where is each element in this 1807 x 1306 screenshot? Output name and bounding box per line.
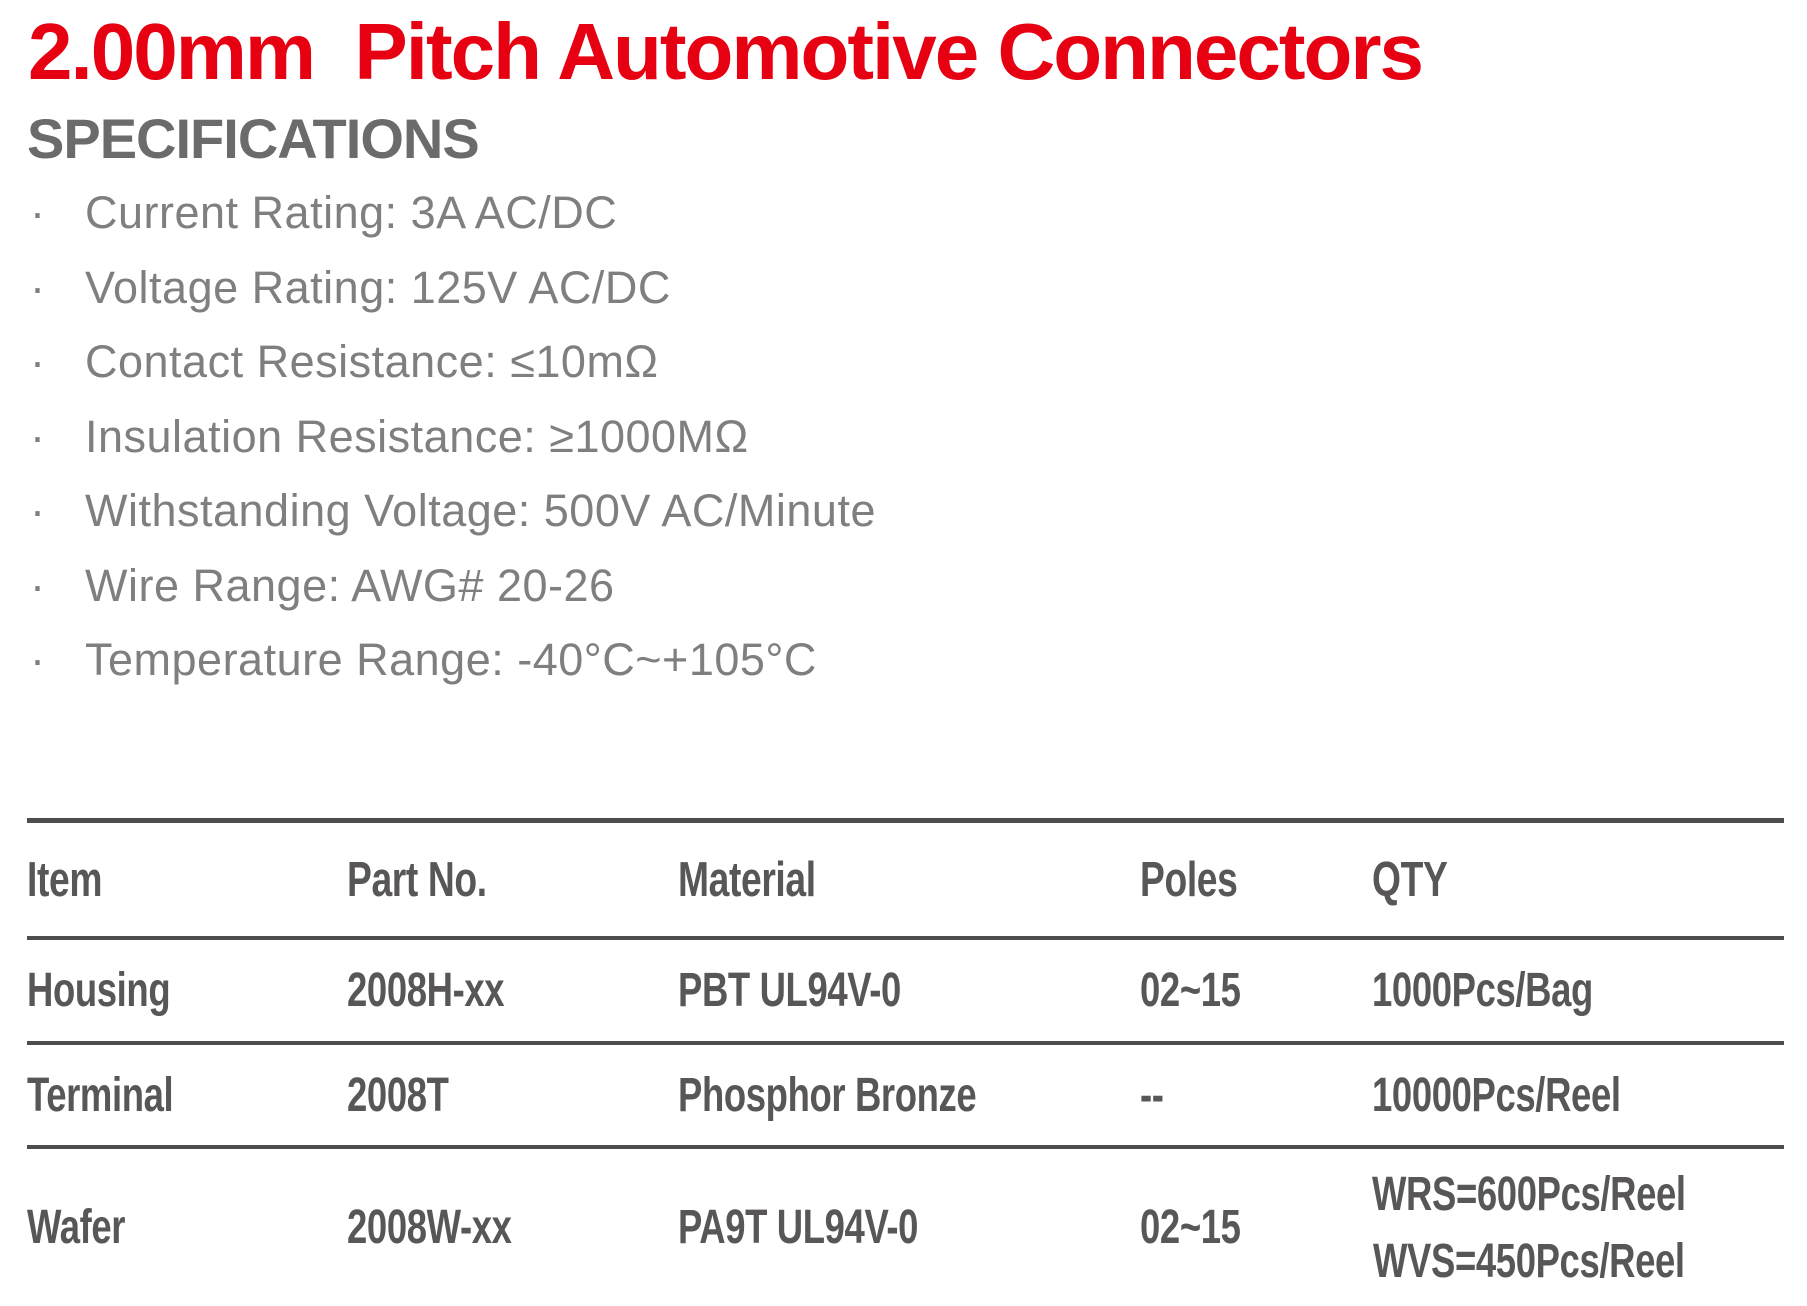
header-label: Part No. (347, 852, 487, 907)
spec-text: Insulation Resistance: ≥1000MΩ (85, 410, 749, 462)
header-cell-poles: Poles (1140, 823, 1372, 936)
cell-poles: 02~15 (1140, 940, 1372, 1041)
header-label: Material (678, 852, 816, 907)
cell-poles: 02~15 (1140, 1149, 1372, 1306)
header-label: Item (27, 852, 103, 907)
cell-material: PA9T UL94V-0 (678, 1149, 1140, 1306)
cell-value: 2008W-xx (347, 1201, 512, 1254)
page-title: 2.00mm Pitch Automotive Connectors (28, 7, 1424, 96)
cell-item: Wafer (27, 1149, 347, 1306)
cell-item: Housing (27, 940, 347, 1041)
bullet-dot-icon: · (30, 410, 45, 462)
cell-value: Terminal (27, 1068, 174, 1122)
spec-item: · Temperature Range: -40°C~+105°C (30, 623, 876, 698)
qty-line: WVS=450Pcs/Reel (1372, 1234, 1685, 1288)
specifications-list: · Current Rating: 3A AC/DC · Voltage Rat… (30, 176, 876, 698)
specifications-heading: SPECIFICATIONS (27, 107, 480, 170)
parts-table: Item Part No. Material Poles QTY Housing… (27, 818, 1784, 1306)
cell-qty: 10000Pcs/Reel (1372, 1045, 1784, 1145)
spec-item: · Insulation Resistance: ≥1000MΩ (30, 400, 876, 475)
cell-value: PBT UL94V-0 (678, 964, 901, 1017)
table-header-row: Item Part No. Material Poles QTY (27, 823, 1784, 940)
qty-line: WRS=600Pcs/Reel (1371, 1167, 1686, 1221)
spec-text: Temperature Range: -40°C~+105°C (85, 634, 817, 686)
bullet-dot-icon: · (30, 187, 45, 239)
bullet-dot-icon: · (30, 336, 45, 388)
cell-value: PA9T UL94V-0 (678, 1201, 919, 1254)
cell-value: 02~15 (1140, 1201, 1241, 1254)
header-cell-part-no: Part No. (347, 823, 678, 936)
cell-part-no: 2008T (347, 1045, 678, 1145)
cell-value: -- (1140, 1068, 1164, 1122)
cell-value: 2008H-xx (347, 964, 505, 1017)
bullet-dot-icon: · (30, 634, 45, 686)
header-cell-material: Material (678, 823, 1140, 936)
header-label: Poles (1140, 852, 1238, 907)
cell-value: Wafer (27, 1201, 126, 1254)
spec-text: Withstanding Voltage: 500V AC/Minute (85, 485, 876, 537)
spec-item: · Withstanding Voltage: 500V AC/Minute (30, 474, 876, 549)
table-row: Terminal 2008T Phosphor Bronze -- 10000P… (27, 1045, 1784, 1149)
cell-value: 2008T (347, 1068, 449, 1122)
table-row: Wafer 2008W-xx PA9T UL94V-0 02~15 WRS=60… (27, 1149, 1784, 1306)
cell-item: Terminal (27, 1045, 347, 1145)
spec-text: Current Rating: 3A AC/DC (85, 187, 618, 239)
spec-text: Contact Resistance: ≤10mΩ (85, 336, 659, 388)
cell-value: 10000Pcs/Reel (1372, 1068, 1621, 1122)
cell-value: 1000Pcs/Bag (1372, 964, 1593, 1017)
header-label: QTY (1372, 852, 1448, 907)
cell-qty: 1000Pcs/Bag (1372, 940, 1784, 1041)
header-cell-item: Item (27, 823, 347, 936)
spec-text: Voltage Rating: 125V AC/DC (85, 261, 671, 313)
bullet-dot-icon: · (30, 485, 45, 537)
bullet-dot-icon: · (30, 261, 45, 313)
cell-value: Housing (27, 964, 171, 1017)
header-cell-qty: QTY (1372, 823, 1784, 936)
cell-material: PBT UL94V-0 (678, 940, 1140, 1041)
bullet-dot-icon: · (30, 559, 45, 611)
cell-material: Phosphor Bronze (678, 1045, 1140, 1145)
table-row: Housing 2008H-xx PBT UL94V-0 02~15 1000P… (27, 940, 1784, 1045)
spec-item: · Current Rating: 3A AC/DC (30, 176, 876, 251)
spec-item: · Voltage Rating: 125V AC/DC (30, 251, 876, 326)
cell-part-no: 2008W-xx (347, 1149, 678, 1306)
cell-qty: WRS=600Pcs/Reel WVS=450Pcs/Reel (1372, 1149, 1784, 1306)
cell-poles: -- (1140, 1045, 1372, 1145)
cell-value: 02~15 (1140, 964, 1241, 1017)
spec-item: · Wire Range: AWG# 20-26 (30, 549, 876, 624)
cell-value: Phosphor Bronze (678, 1068, 977, 1122)
spec-item: · Contact Resistance: ≤10mΩ (30, 325, 876, 400)
spec-text: Wire Range: AWG# 20-26 (85, 559, 615, 611)
cell-part-no: 2008H-xx (347, 940, 678, 1041)
